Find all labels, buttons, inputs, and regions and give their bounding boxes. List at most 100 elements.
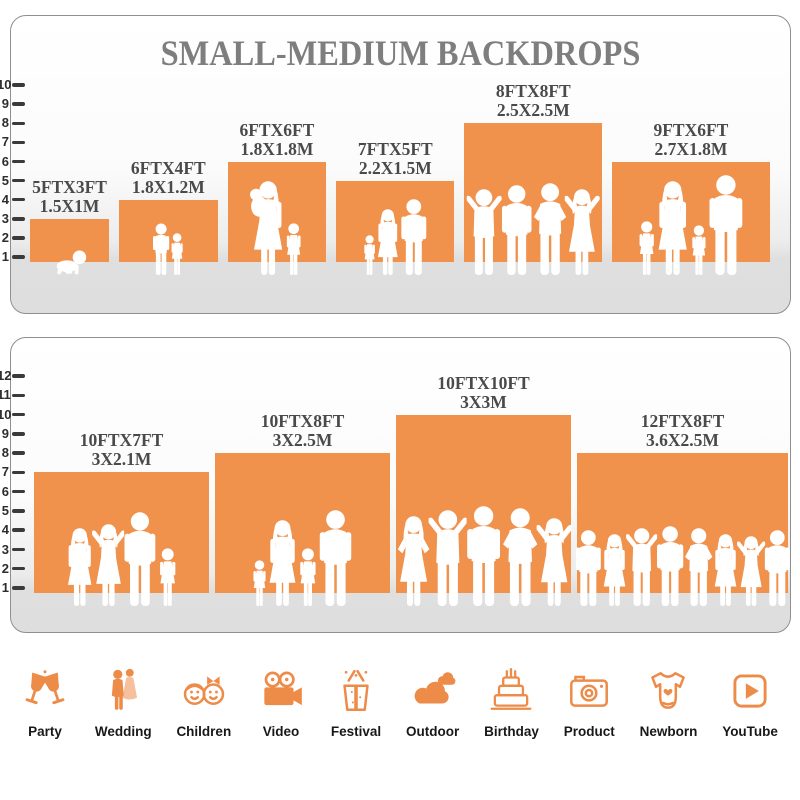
axis-tick-label: 5: [1, 172, 9, 188]
axis-tick: [12, 528, 25, 532]
backdrop-size-label: 5FTX3FT 1.5X1M: [32, 176, 107, 216]
axis-tick-label: 6: [1, 483, 9, 499]
backdrop-bar-6ftx6ft: [227, 161, 327, 275]
size-feet-text: 7FTX5FT: [357, 138, 433, 159]
birthday-icon: [491, 667, 532, 710]
category-festival: Festival: [331, 666, 381, 739]
axis-tick-label: 3: [1, 210, 9, 226]
size-feet-text: 10FTX8FT: [260, 411, 345, 432]
person-woman-silhouette: [378, 209, 398, 275]
axis-tick-label: 4: [1, 522, 9, 538]
people-silhouette-group: [64, 512, 180, 606]
axis-tick-label: 5: [1, 502, 9, 518]
person-man-hips-silhouette: [502, 508, 538, 606]
category-label: Festival: [330, 724, 382, 739]
axis-tick: [12, 255, 25, 259]
wedding-icon: [112, 668, 138, 710]
category-label: Wedding: [94, 724, 152, 739]
category-label: YouTube: [722, 724, 778, 739]
axis-tick-label: 7: [1, 134, 9, 150]
person-woman-silhouette: [67, 528, 91, 606]
person-woman-hips-silhouette: [397, 516, 429, 606]
axis-tick: [12, 102, 25, 106]
person-woman-silhouette: [659, 181, 688, 275]
person-girl-silhouette: [364, 235, 376, 275]
size-feet-text: 5FTX3FT: [32, 176, 107, 197]
axis-tick: [12, 586, 25, 590]
category-youtube: YouTube: [722, 666, 778, 739]
category-party: Party: [20, 666, 70, 739]
person-man-silhouette: [401, 199, 426, 275]
people-silhouette-group: [466, 183, 600, 275]
backdrop-size-label: 10FTX10FT 3X3M: [437, 372, 530, 412]
video-icon: [264, 671, 302, 706]
size-feet-text: 8FTX8FT: [495, 81, 571, 102]
people-silhouette-group: [249, 181, 304, 275]
backdrop-size-label: 7FTX5FT 2.2X1.5M: [357, 138, 433, 178]
axis-tick-label: 12: [0, 368, 12, 383]
person-man-silhouette: [575, 530, 601, 606]
category-outdoor: Outdoor: [406, 666, 459, 739]
page-title: SMALL-MEDIUM BACKDROPS: [160, 33, 641, 73]
backdrop-size-label: 10FTX8FT 3X2.5M: [261, 412, 345, 450]
axis-tick: [12, 178, 25, 183]
axis-tick: [12, 509, 25, 513]
people-silhouette-group: [636, 175, 746, 275]
axis-tick-label: 10: [0, 77, 12, 93]
backdrop-bar-7ftx5ft: [336, 180, 455, 275]
backdrop-bar-10ftx10ft: [396, 414, 572, 606]
backdrop-size-label: 6FTX4FT 1.8X1.2M: [131, 158, 206, 197]
category-children: Children: [176, 666, 231, 739]
size-meters-text: 3X2.5M: [272, 430, 333, 451]
person-baby-silhouette: [56, 250, 86, 275]
person-man-hips-silhouette: [684, 528, 713, 606]
backdrop-bar-12ftx8ft: [575, 453, 790, 606]
category-label: Product: [563, 724, 615, 739]
axis-tick-label: 6: [1, 153, 9, 169]
size-meters-text: 2.5X2.5M: [496, 100, 570, 121]
size-meters-text: 3X2.1M: [91, 449, 152, 470]
size-feet-text: 12FTX8FT: [640, 411, 725, 432]
size-meters-text: 3X3M: [460, 391, 507, 412]
size-feet-text: 6FTX6FT: [239, 119, 315, 140]
youtube-icon: [733, 674, 767, 708]
backdrop-bar-9ftx6ft: [612, 161, 770, 275]
person-girl-silhouette: [639, 221, 654, 275]
size-feet-text: 10FTX10FT: [437, 372, 530, 393]
category-label: Party: [28, 724, 62, 739]
size-meters-text: 2.2X1.5M: [358, 157, 432, 178]
axis-tick-label: 4: [1, 191, 9, 207]
backdrop-bar-10ftx7ft: [34, 472, 209, 606]
axis-tick: [12, 140, 25, 145]
party-icon: [25, 670, 65, 705]
axis-tick-label: 9: [1, 96, 9, 112]
axis-tick: [12, 121, 25, 126]
person-man-armsup-silhouette: [625, 528, 657, 606]
person-man-hips-silhouette: [533, 183, 566, 275]
person-man-silhouette: [467, 506, 500, 606]
axis-tick-label: 8: [1, 115, 9, 131]
product-icon: [570, 675, 609, 707]
axis-tick-label: 7: [1, 464, 9, 480]
axis-tick: [12, 236, 25, 240]
category-birthday: Birthday: [484, 666, 539, 739]
category-label: Outdoor: [406, 724, 460, 739]
people-silhouette-group: [573, 526, 793, 606]
axis-tick: [12, 566, 25, 571]
category-product: Product: [564, 666, 615, 739]
axis-tick: [12, 432, 25, 436]
category-video: Video: [256, 666, 306, 739]
backdrop-bar-5ftx3ft: [30, 218, 109, 275]
newborn-icon: [651, 672, 686, 709]
person-girl-silhouette: [300, 548, 316, 606]
size-meters-text: 1.5X1M: [39, 195, 100, 216]
axis-tick: [12, 159, 25, 164]
category-icon-row: Party Wedding Children Video Festival Outdoor…: [20, 666, 778, 739]
axis-tick: [12, 547, 25, 552]
axis-tick: [12, 83, 25, 87]
size-meters-text: 1.8X1.2M: [131, 176, 205, 197]
person-woman-armsup-silhouette: [565, 189, 600, 275]
person-girl-silhouette: [171, 233, 183, 275]
backdrop-bar-8ftx8ft: [464, 123, 603, 275]
person-woman-silhouette: [269, 520, 296, 606]
